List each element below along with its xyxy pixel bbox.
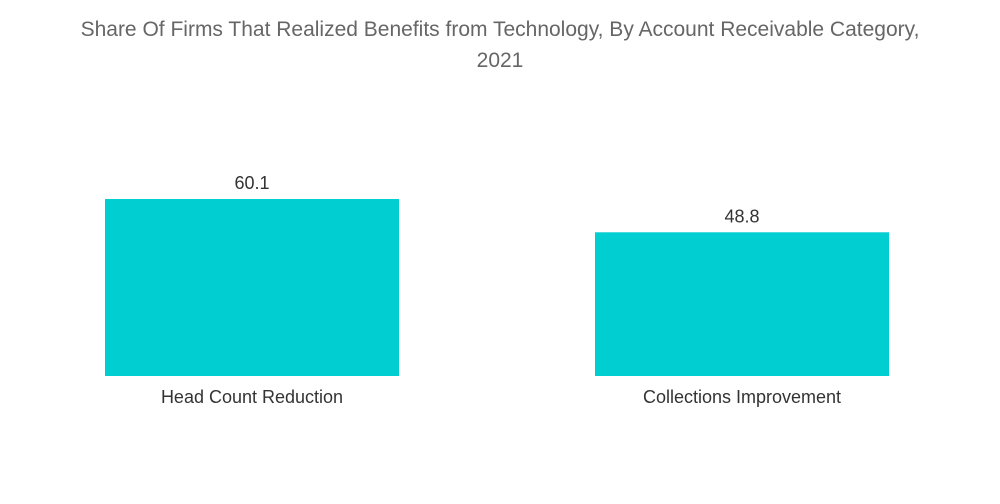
data-label-collections-improvement: 48.8 <box>724 206 759 226</box>
bar-head-count-reduction <box>105 199 399 376</box>
x-tick-label-head-count-reduction: Head Count Reduction <box>161 387 343 407</box>
bar-collections-improvement <box>595 232 889 376</box>
x-tick-label-collections-improvement: Collections Improvement <box>643 387 841 407</box>
chart-title: Share Of Firms That Realized Benefits fr… <box>0 14 1000 76</box>
chart-title-line-2: 2021 <box>476 49 524 72</box>
chart-title-line-1: Share Of Firms That Realized Benefits fr… <box>80 18 920 41</box>
data-label-head-count-reduction: 60.1 <box>234 173 269 193</box>
